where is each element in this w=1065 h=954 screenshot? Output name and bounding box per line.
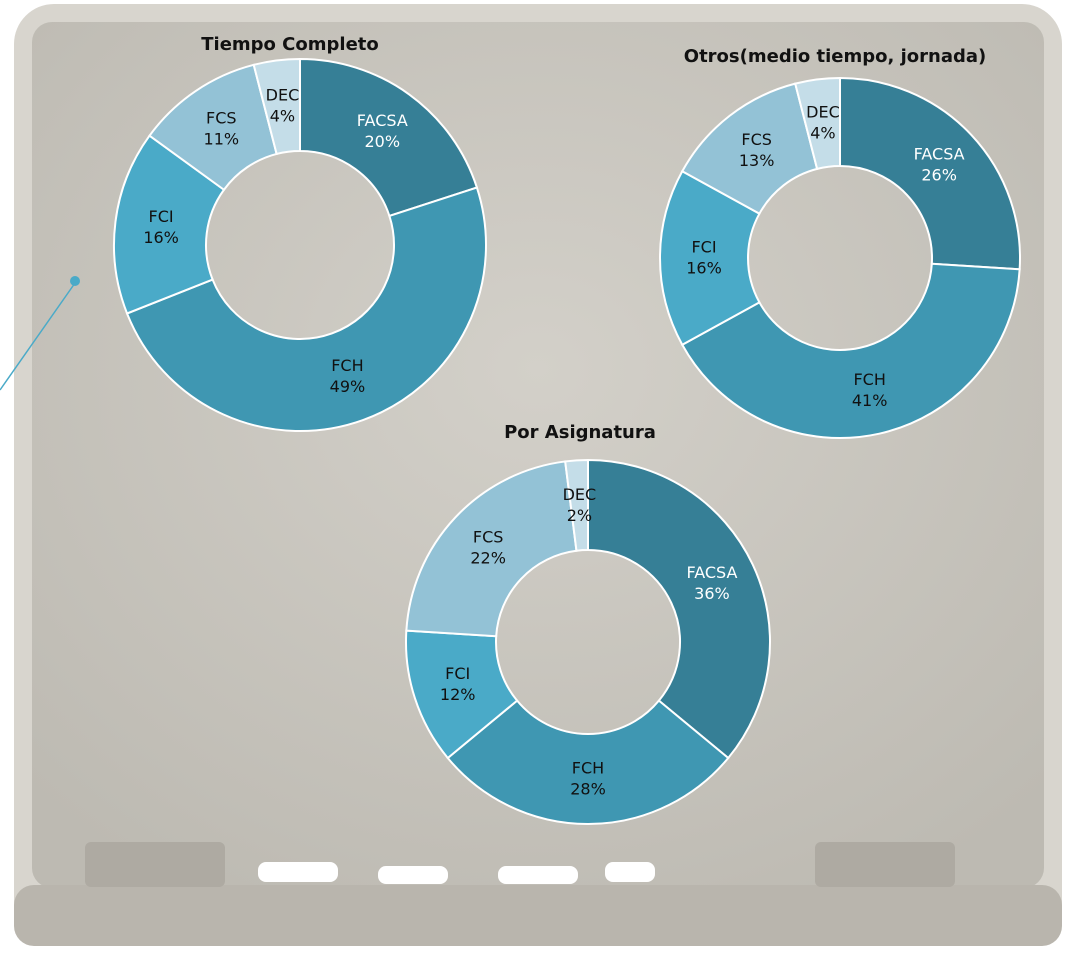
slice-value-label: 36% <box>694 584 730 603</box>
slice-value-label: 22% <box>470 549 506 568</box>
slice-value-label: 26% <box>921 165 957 184</box>
slice-value-label: 41% <box>852 391 888 410</box>
slice-value-label: 12% <box>440 685 476 704</box>
chart-title: Otros(medio tiempo, jornada) <box>684 46 986 67</box>
donut-slice <box>405 460 578 638</box>
slice-value-label: 16% <box>143 228 179 247</box>
slice-category-label: FCI <box>149 207 174 226</box>
donut-slice <box>299 57 479 218</box>
slice-category-label: FCS <box>206 109 237 128</box>
eraser <box>815 842 955 887</box>
slice-category-label: FCH <box>572 759 604 778</box>
marker <box>258 862 338 882</box>
slice-value-label: 16% <box>686 259 722 278</box>
chart-title: Tiempo Completo <box>201 34 379 55</box>
slice-value-label: 28% <box>570 780 606 799</box>
slice-value-label: 20% <box>365 132 401 151</box>
donut-slice <box>113 134 226 315</box>
slice-value-label: 4% <box>270 107 295 126</box>
chart-title: Por Asignatura <box>504 422 656 443</box>
donut-slice <box>252 57 301 156</box>
slice-category-label: DEC <box>806 103 840 122</box>
donut-slice <box>564 458 589 552</box>
slice-category-label: FCH <box>853 370 885 389</box>
slice-category-label: FCH <box>331 356 363 375</box>
slice-category-label: FCS <box>473 528 504 547</box>
slice-value-label: 2% <box>567 506 592 525</box>
board-surface <box>32 22 1044 888</box>
donut-slice <box>839 76 1021 271</box>
donut-slice <box>446 699 730 825</box>
donut-slice <box>680 262 1021 439</box>
slice-value-label: 4% <box>810 124 835 143</box>
connector-line <box>0 282 76 391</box>
marker <box>498 866 578 884</box>
donut-slice <box>794 76 841 171</box>
slice-value-label: 49% <box>330 377 366 396</box>
board-tray <box>14 885 1062 946</box>
connector-dot <box>70 276 80 286</box>
slice-category-label: FCI <box>445 664 470 683</box>
slice-value-label: 11% <box>204 130 240 149</box>
eraser <box>85 842 225 887</box>
donut-slice <box>659 169 761 347</box>
slice-category-label: FACSA <box>686 563 737 582</box>
marker <box>378 866 448 884</box>
marker <box>605 862 655 882</box>
donut-slice <box>125 186 487 432</box>
slice-category-label: FCS <box>741 130 772 149</box>
slice-category-label: DEC <box>266 86 300 105</box>
slice-category-label: FACSA <box>357 111 408 130</box>
slice-value-label: 13% <box>739 151 775 170</box>
slice-category-label: FACSA <box>914 144 965 163</box>
slice-category-label: DEC <box>563 485 597 504</box>
donut-slice <box>587 458 771 760</box>
slice-category-label: FCI <box>691 238 716 257</box>
